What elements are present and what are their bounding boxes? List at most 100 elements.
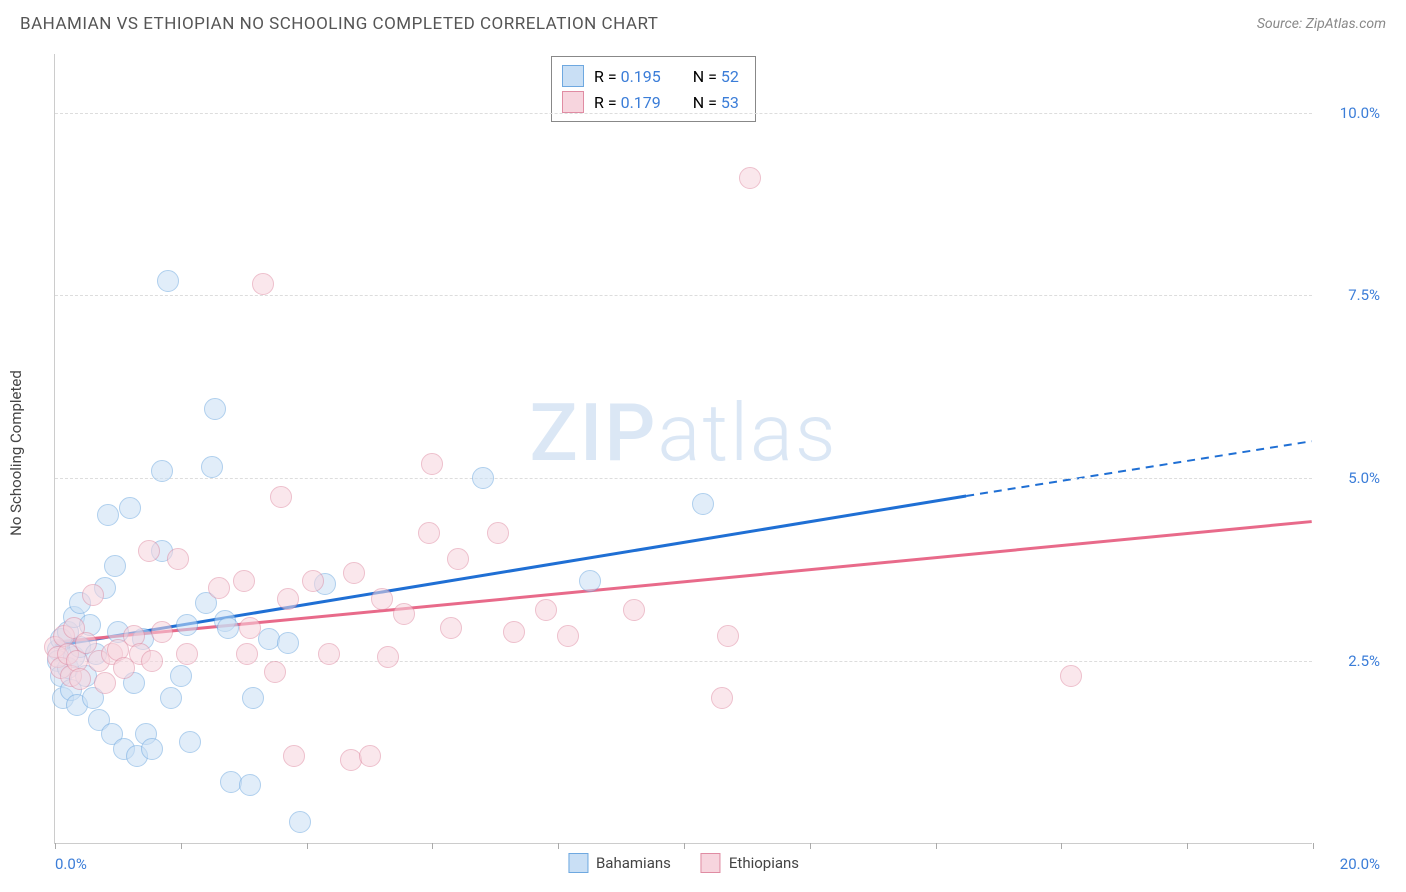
legend-swatch — [701, 853, 721, 873]
legend-label: Ethiopians — [729, 854, 799, 872]
x-tick — [1061, 843, 1062, 849]
y-tick-label: 2.5% — [1320, 652, 1380, 670]
data-point — [157, 270, 179, 292]
data-point — [421, 453, 443, 475]
trend-lines — [55, 54, 1312, 843]
chart-container: No Schooling Completed ZIPatlas 0.0% 20.… — [54, 54, 1384, 852]
data-point — [217, 617, 239, 639]
y-tick-label: 10.0% — [1320, 104, 1380, 122]
gridline — [55, 478, 1312, 479]
data-point — [170, 665, 192, 687]
data-point — [557, 625, 579, 647]
data-point — [97, 504, 119, 526]
data-point — [119, 497, 141, 519]
bottom-legend: Bahamians Ethiopians — [568, 853, 799, 873]
data-point — [167, 548, 189, 570]
data-point — [151, 460, 173, 482]
data-point — [289, 811, 311, 833]
data-point — [141, 738, 163, 760]
data-point — [623, 599, 645, 621]
legend-n-label: N = 52 — [693, 67, 739, 86]
data-point — [242, 687, 264, 709]
plot-area: ZIPatlas 0.0% 20.0% BahamiansEthiopians … — [54, 54, 1312, 844]
legend-n-label: N = 53 — [693, 93, 739, 112]
data-point — [739, 167, 761, 189]
data-point — [239, 774, 261, 796]
data-point — [270, 486, 292, 508]
data-point — [377, 646, 399, 668]
x-tick — [810, 843, 811, 849]
data-point — [371, 588, 393, 610]
data-point — [94, 672, 116, 694]
x-tick — [1187, 843, 1188, 849]
x-tick — [432, 843, 433, 849]
data-point — [160, 687, 182, 709]
trend-line-extrapolated — [966, 441, 1312, 496]
data-point — [447, 548, 469, 570]
bottom-legend-item: Ethiopians — [701, 853, 799, 873]
data-point — [138, 540, 160, 562]
legend-swatch — [562, 91, 584, 113]
x-tick — [684, 843, 685, 849]
data-point — [176, 643, 198, 665]
data-point — [359, 745, 381, 767]
data-point — [487, 522, 509, 544]
legend-r-label: R = 0.195 — [594, 67, 661, 86]
data-point — [472, 467, 494, 489]
x-tick — [1313, 843, 1314, 849]
data-point — [82, 584, 104, 606]
bottom-legend-item: Bahamians — [568, 853, 671, 873]
data-point — [711, 687, 733, 709]
data-point — [393, 603, 415, 625]
data-point — [208, 577, 230, 599]
chart-title: BAHAMIAN VS ETHIOPIAN NO SCHOOLING COMPL… — [20, 14, 658, 34]
y-tick-label: 5.0% — [1320, 469, 1380, 487]
data-point — [283, 745, 305, 767]
data-point — [69, 668, 91, 690]
legend-swatch — [568, 853, 588, 873]
data-point — [151, 621, 173, 643]
data-point — [141, 650, 163, 672]
data-point — [579, 570, 601, 592]
data-point — [277, 588, 299, 610]
x-axis-min-label: 0.0% — [55, 855, 87, 873]
y-axis-title: No Schooling Completed — [7, 370, 25, 536]
legend-r-label: R = 0.179 — [594, 93, 661, 112]
x-tick — [936, 843, 937, 849]
data-point — [239, 617, 261, 639]
data-point — [264, 661, 286, 683]
data-point — [104, 555, 126, 577]
data-point — [204, 398, 226, 420]
x-tick — [181, 843, 182, 849]
data-point — [503, 621, 525, 643]
data-point — [233, 570, 255, 592]
data-point — [343, 562, 365, 584]
data-point — [252, 273, 274, 295]
data-point — [176, 614, 198, 636]
data-point — [535, 599, 557, 621]
x-tick — [307, 843, 308, 849]
x-tick — [55, 843, 56, 849]
watermark: ZIPatlas — [530, 386, 838, 480]
legend-swatch — [562, 65, 584, 87]
data-point — [236, 643, 258, 665]
data-point — [1060, 665, 1082, 687]
data-point — [302, 570, 324, 592]
legend-row: R = 0.195 N = 52 — [562, 63, 739, 89]
legend-label: Bahamians — [596, 854, 671, 872]
data-point — [318, 643, 340, 665]
x-tick — [558, 843, 559, 849]
gridline — [55, 113, 1312, 114]
source-label: Source: ZipAtlas.com — [1257, 16, 1386, 32]
data-point — [440, 617, 462, 639]
data-point — [717, 625, 739, 647]
y-tick-label: 7.5% — [1320, 286, 1380, 304]
data-point — [201, 456, 223, 478]
gridline — [55, 295, 1312, 296]
x-axis-max-label: 20.0% — [1340, 855, 1380, 873]
data-point — [277, 632, 299, 654]
data-point — [179, 731, 201, 753]
data-point — [418, 522, 440, 544]
legend-row: R = 0.179 N = 53 — [562, 89, 739, 115]
data-point — [692, 493, 714, 515]
